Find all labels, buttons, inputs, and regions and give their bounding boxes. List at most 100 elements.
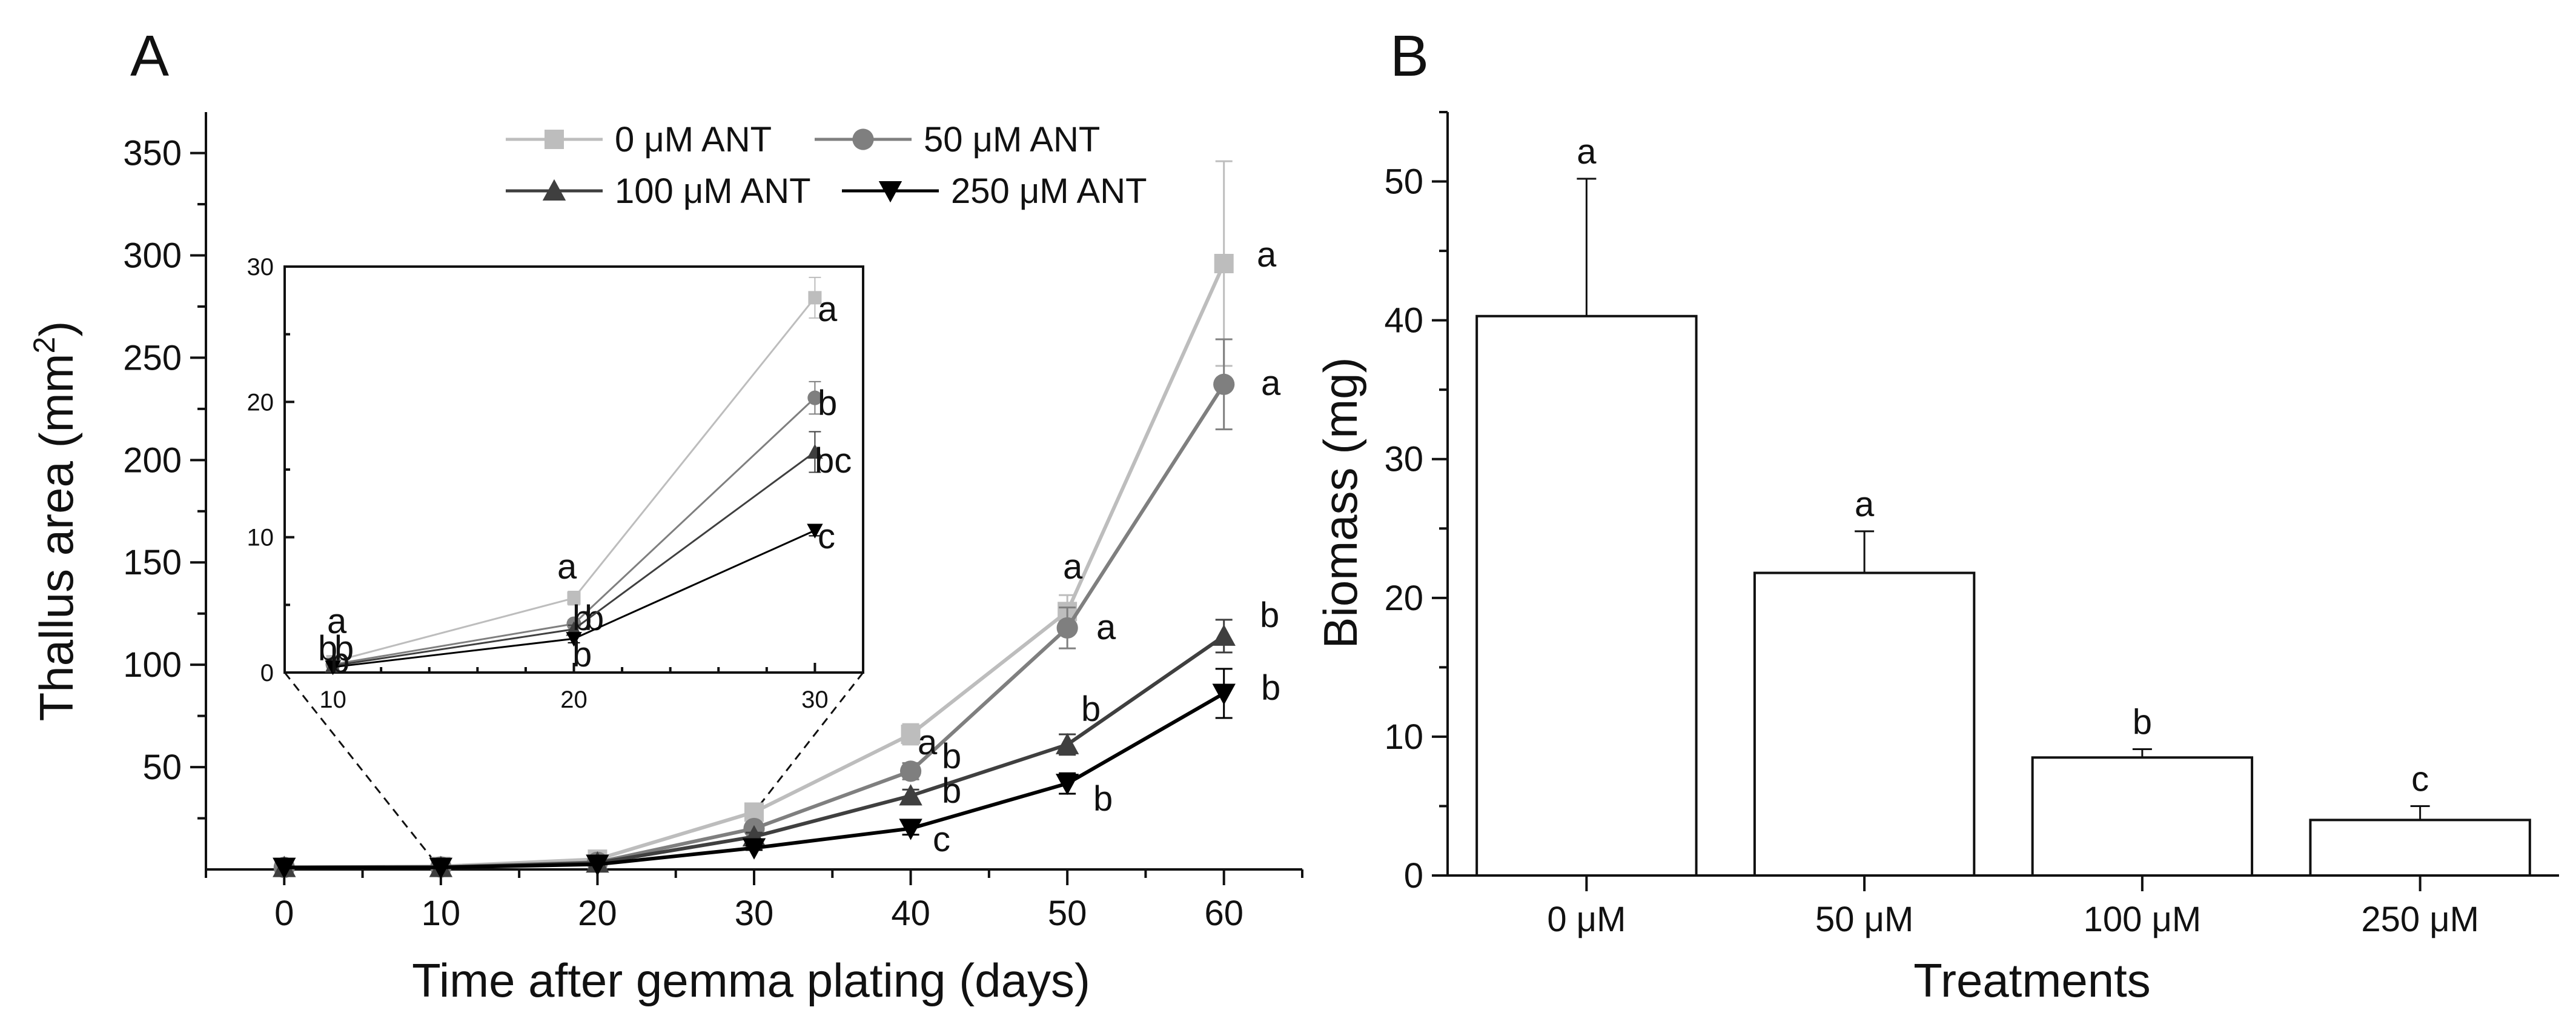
panel-b-letter: B [1390,24,1429,88]
inset-point [807,390,823,405]
panel-a-point [273,857,296,879]
panel-b-sig-letter: b [2133,703,2152,742]
panel-a-letter: A [130,24,169,88]
panel-a-point [742,838,766,860]
panel-a-x-tick-label: 30 [735,894,774,933]
panel-a-x-tick-label: 60 [1204,894,1243,933]
inset-point [325,660,341,676]
panel-a-point [1055,774,1079,796]
legend-label: 100 μM ANT [615,171,811,211]
panel-b-x-tick-label: 0 μM [1547,900,1626,939]
panel-a-x-tick-label: 20 [578,894,617,933]
inset-connector-left [283,672,442,870]
panel-b-y-tick-label: 30 [1384,440,1423,479]
panel-b-bar [1753,571,1976,877]
inset-x-tick-label: 30 [801,686,829,713]
inset-point [567,591,581,605]
legend-marker [542,179,566,201]
inset-sig-letter: a [557,547,577,586]
inset-sig-letter: b [818,384,837,423]
panel-a-y-tick-label: 100 [123,645,182,685]
inset-y-tick-label: 0 [260,660,274,686]
panel-a-point [901,725,921,745]
legend-label: 50 μM ANT [924,120,1100,159]
panel-a-point [1055,733,1079,754]
panel-a-sig-letter: a [1063,547,1083,586]
inset-x-tick-label: 10 [319,686,346,713]
panel-b-ylabel: Biomass (mg) [1314,357,1367,648]
legend-marker [545,130,564,149]
panel-b-bars: a a b c [1475,132,2531,877]
panel-b-x-tick-label: 250 μM [2361,900,2479,939]
panel-a-point [1056,617,1078,639]
panel-a-sig-letter: a [918,723,938,762]
panel-a-y-tick-label: 250 [123,338,182,377]
panel-b-y-tick-label: 0 [1404,856,1423,895]
inset-y-tick-label: 10 [247,525,274,551]
panel-b-y-tick-label: 10 [1384,717,1423,757]
inset-sig-letter: b [572,635,592,674]
panel-b-sig-letter: a [1577,132,1597,171]
panel-a-point [899,784,922,806]
panel-b-bar [2309,819,2531,877]
legend-label: 250 μM ANT [951,171,1147,211]
panel-b-bar [1475,314,1698,877]
panel-a-point [429,857,453,879]
legend-label: 0 μM ANT [615,120,772,159]
panel-a-sig-letter: b [1081,689,1101,729]
panel-b-y-tick-label: 40 [1384,301,1423,341]
panel-a-x-tick-label: 40 [891,894,930,933]
inset-point [807,523,823,539]
panel-a-y-tick-label: 150 [123,543,182,582]
panel-a-xlabel: Time after gemma plating (days) [412,954,1090,1007]
inset-sig-letter: c [818,517,835,556]
panel-a-point [586,854,609,876]
panel-b-y-tick-label: 50 [1384,162,1423,202]
inset-connector-right [753,672,864,813]
panel-b-axes: 0 10 20 30 40 50 0 μM 50 μM 100 μM 250 μM [1384,111,2559,939]
inset-sig-letter: bc [815,441,852,480]
panel-b-x-tick-label: 100 μM [2084,900,2202,939]
panel-a-ylabel: Thallus area (mm2) [27,321,83,722]
panel-a-point [1212,683,1236,705]
panel-b-sig-letter: a [1855,485,1875,524]
panel-b-x-tick-label: 50 μM [1815,900,1913,939]
inset-x-tick-label: 20 [560,686,588,713]
panel-a-point [1214,254,1234,273]
panel-a-sig-letter: b [1260,596,1279,635]
panel-a-y-tick-label: 350 [123,134,182,173]
panel-a-point [899,760,922,782]
legend-marker [852,128,874,150]
panel-a-x-tick-label: 10 [422,894,461,933]
panel-a-legend: 0 μM ANT 50 μM ANT 100 μM ANT 250 μM ANT [506,120,1147,211]
panel-a-sig-letter: b [1261,668,1280,708]
panel-a-sig-letter: b [942,737,961,776]
legend-marker [878,181,902,203]
panel-b-y-tick-label: 20 [1384,579,1423,618]
panel-a-sig-letter: c [933,820,950,859]
panel-a-point [899,819,922,840]
inset-y-tick-label: 20 [247,389,274,416]
panel-a-sig-letter: a [1096,608,1116,647]
panel-b-bar [2031,756,2254,877]
inset-point [807,444,823,459]
panel-a-y-tick-label: 300 [123,236,182,275]
panel-a-sig-letter: a [1261,364,1281,403]
panel-a-x-tick-label: 0 [274,894,294,933]
inset-sig-letter: a [818,290,838,329]
panel-b-sig-letter: c [2411,759,2429,799]
panel-a-y-tick-label: 200 [123,440,182,480]
panel-b-xlabel: Treatments [1913,954,2151,1007]
panel-a-sig-letter: b [1093,779,1113,819]
inset-sig-letter: b [330,641,349,680]
inset-sig-letter: a [327,602,347,641]
panel-a-point [1213,373,1235,395]
panel-a-sig-letter: a [1257,235,1277,274]
panel-a-y-tick-label: 50 [142,748,182,787]
panel-a-sig-letter: b [942,771,961,811]
